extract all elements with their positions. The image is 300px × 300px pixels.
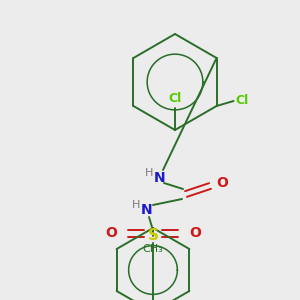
Text: N: N bbox=[141, 203, 153, 217]
Text: N: N bbox=[154, 171, 166, 185]
Text: CH₃: CH₃ bbox=[142, 244, 164, 254]
Text: O: O bbox=[216, 176, 228, 190]
Text: O: O bbox=[105, 226, 117, 240]
Text: O: O bbox=[189, 226, 201, 240]
Text: H: H bbox=[132, 200, 140, 210]
Text: Cl: Cl bbox=[235, 94, 248, 107]
Text: H: H bbox=[145, 168, 153, 178]
Text: Cl: Cl bbox=[168, 92, 182, 106]
Text: S: S bbox=[148, 227, 158, 242]
